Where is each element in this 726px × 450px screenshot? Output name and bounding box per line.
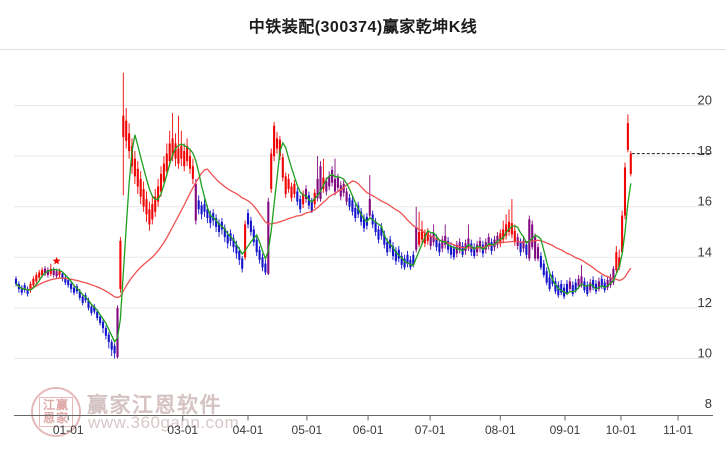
y-tick-label: 12 (698, 295, 712, 310)
ma-fast-line (15, 134, 632, 344)
x-axis: 01-01 03-01 04-01 05-01 06-01 07-01 08-01 09-01… (14, 415, 713, 437)
watermark-url: www.360gann.com (88, 413, 240, 432)
watermark-seal-icon: 江赢 恩家 (31, 387, 81, 437)
x-tick-label: 08-01 (485, 423, 516, 437)
y-tick-label: 14 (698, 244, 712, 259)
y-tick-label: 18 (698, 143, 712, 158)
y-axis-labels: 8 10 12 14 16 18 20 (698, 93, 712, 412)
watermark-brand: 赢家江恩软件 (87, 394, 222, 417)
watermark-seal-row1: 江赢 (42, 398, 69, 412)
gridlines (14, 105, 710, 359)
x-tick-label: 01-01 (53, 423, 84, 437)
signal-star-icon (52, 256, 61, 265)
x-tick-label: 05-01 (292, 423, 323, 437)
title-divider (0, 49, 726, 50)
y-tick-label: 20 (698, 93, 712, 108)
x-tick-label: 09-01 (550, 423, 581, 437)
page-title: 中铁装配(300374)赢家乾坤K线 (248, 19, 478, 36)
x-tick-label: 11-01 (663, 423, 693, 437)
candlesticks (14, 72, 632, 359)
x-tick-label: 03-01 (167, 423, 198, 437)
y-tick-label: 16 (698, 194, 712, 209)
x-tick-label: 07-01 (415, 423, 446, 437)
watermark-seal-row2: 恩家 (42, 411, 69, 425)
y-tick-label: 10 (698, 346, 712, 361)
x-tick-label: 04-01 (233, 423, 264, 437)
x-tick-label: 06-01 (353, 423, 384, 437)
y-tick-label: 8 (705, 396, 712, 411)
watermark-seal-text: 江赢 恩家 (38, 397, 73, 427)
x-tick-label: 10-01 (606, 423, 637, 437)
